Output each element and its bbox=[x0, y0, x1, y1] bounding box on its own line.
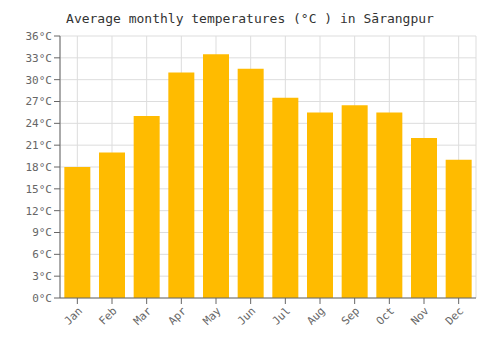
svg-text:21°C: 21°C bbox=[26, 139, 53, 152]
svg-text:27°C: 27°C bbox=[26, 95, 53, 108]
svg-text:33°C: 33°C bbox=[26, 52, 53, 65]
svg-text:3°C: 3°C bbox=[32, 270, 52, 283]
svg-text:30°C: 30°C bbox=[26, 74, 53, 87]
svg-text:18°C: 18°C bbox=[26, 161, 53, 174]
svg-text:Dec: Dec bbox=[443, 304, 466, 327]
svg-text:Jun: Jun bbox=[235, 304, 258, 327]
svg-text:0°C: 0°C bbox=[32, 292, 52, 305]
svg-text:9°C: 9°C bbox=[32, 226, 52, 239]
svg-text:Apr: Apr bbox=[166, 304, 190, 328]
svg-text:Oct: Oct bbox=[374, 304, 397, 327]
html-text:Average monthly temperatures (: Average monthly temperatures (°C ) in Sā… bbox=[66, 11, 434, 26]
svg-text:36°C: 36°C bbox=[26, 30, 53, 43]
svg-text:Mar: Mar bbox=[131, 304, 155, 328]
svg-text:Sep: Sep bbox=[339, 304, 362, 327]
svg-text:Aug: Aug bbox=[304, 304, 327, 327]
svg-text:6°C: 6°C bbox=[32, 248, 52, 261]
svg-text:15°C: 15°C bbox=[26, 183, 53, 196]
svg-text:Jul: Jul bbox=[270, 304, 293, 327]
svg-text:Jan: Jan bbox=[62, 304, 85, 327]
svg-text:May: May bbox=[200, 304, 224, 328]
svg-text:24°C: 24°C bbox=[26, 117, 53, 130]
svg-text:Feb: Feb bbox=[96, 304, 119, 327]
svg-text:12°C: 12°C bbox=[26, 205, 53, 218]
svg-text:Nov: Nov bbox=[408, 304, 432, 328]
